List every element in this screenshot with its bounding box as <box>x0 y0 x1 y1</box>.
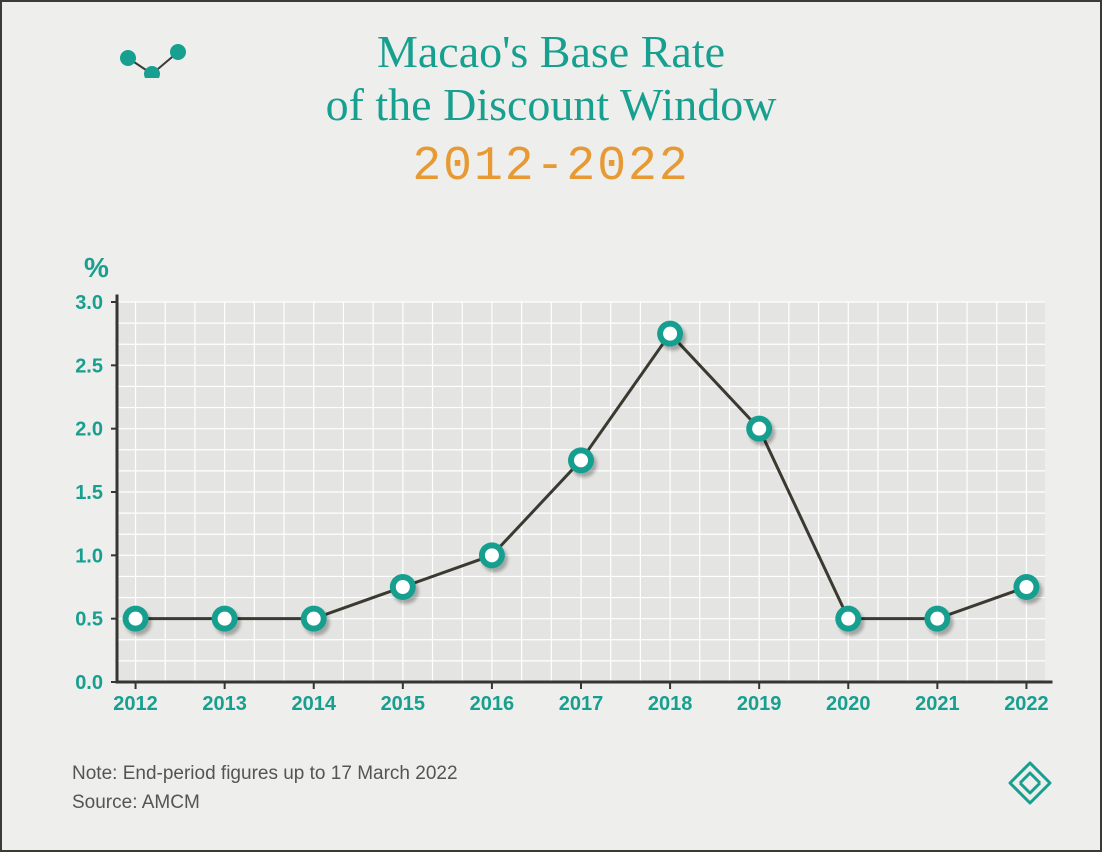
source-label: Source: <box>72 792 142 813</box>
y-tick-label: 0.0 <box>75 672 103 694</box>
y-tick-label: 2.5 <box>75 355 103 377</box>
data-marker-inner <box>930 612 944 626</box>
note-label: Note: <box>72 763 123 784</box>
data-marker-inner <box>218 612 232 626</box>
y-tick-label: 2.0 <box>75 419 103 441</box>
data-marker-inner <box>1019 580 1033 594</box>
x-tick-label: 2022 <box>1004 693 1049 715</box>
title-line-2: of the Discount Window <box>2 79 1100 132</box>
title-line-1: Macao's Base Rate <box>2 26 1100 79</box>
data-marker-inner <box>485 548 499 562</box>
data-marker-inner <box>841 612 855 626</box>
data-marker-inner <box>307 612 321 626</box>
data-marker-inner <box>752 422 766 436</box>
x-tick-label: 2017 <box>559 693 604 715</box>
y-tick-label: 1.5 <box>75 482 103 504</box>
x-tick-label: 2015 <box>381 693 426 715</box>
data-marker-inner <box>574 453 588 467</box>
y-tick-label: 1.0 <box>75 545 103 567</box>
data-marker-inner <box>396 580 410 594</box>
title-block: Macao's Base Rate of the Discount Window… <box>2 26 1100 194</box>
brand-logo-icon <box>1008 761 1052 810</box>
footer-notes: Note: End-period figures up to 17 March … <box>72 760 458 817</box>
x-tick-label: 2013 <box>202 693 247 715</box>
x-tick-label: 2018 <box>648 693 693 715</box>
x-tick-label: 2019 <box>737 693 782 715</box>
subtitle-year-range: 2012-2022 <box>2 140 1100 194</box>
y-tick-label: 0.5 <box>75 609 103 631</box>
data-marker-inner <box>663 327 677 341</box>
x-tick-label: 2020 <box>826 693 871 715</box>
data-marker-inner <box>129 612 143 626</box>
y-axis-unit-label: % <box>84 252 109 284</box>
x-tick-label: 2016 <box>470 693 515 715</box>
source-text: AMCM <box>142 792 200 813</box>
footer-source-line: Source: AMCM <box>72 789 458 818</box>
x-tick-label: 2012 <box>113 693 158 715</box>
infographic-canvas: 0.0 0.5 1.0 1.5 2.0 2.5 3.0 2012 2013 2014 2015 201… <box>0 0 1102 852</box>
x-tick-label: 2014 <box>291 693 336 715</box>
y-tick-label: 3.0 <box>75 292 103 314</box>
x-tick-label: 2021 <box>915 693 960 715</box>
note-text: End-period figures up to 17 March 2022 <box>123 763 458 784</box>
footer-note-line: Note: End-period figures up to 17 March … <box>72 760 458 789</box>
